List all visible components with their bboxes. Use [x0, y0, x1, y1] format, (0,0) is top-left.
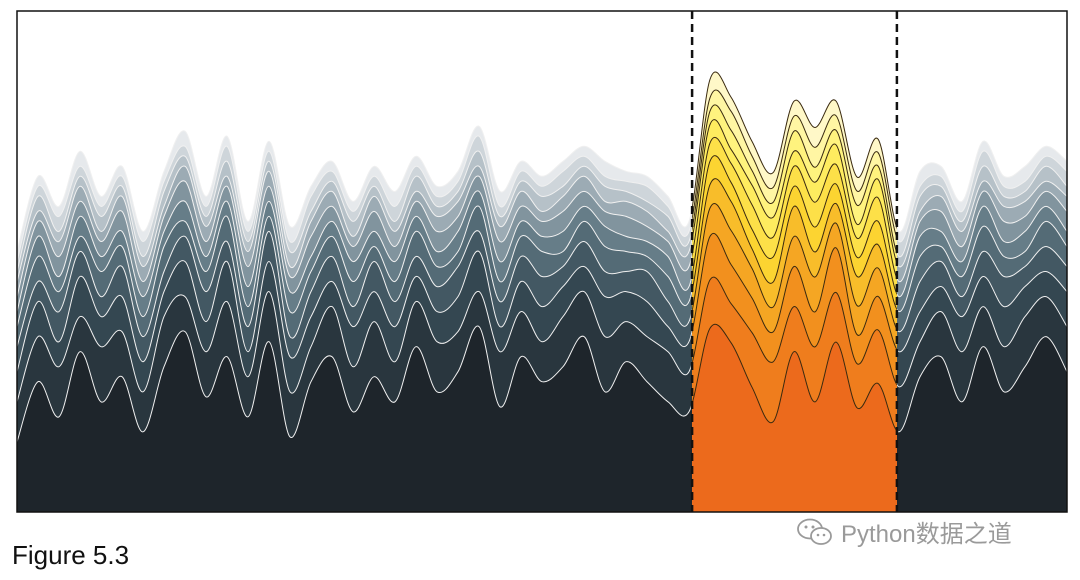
- chart-svg: [16, 10, 1068, 513]
- figure-caption: Figure 5.3: [12, 540, 130, 570]
- watermark: Python数据之道: [795, 514, 1012, 549]
- watermark-text: Python数据之道: [841, 521, 1012, 548]
- stream-layers-outside: [17, 71, 1067, 512]
- stream-layers-highlight: [692, 71, 897, 512]
- highlight-layer-1: [692, 323, 897, 512]
- plot-frame: [16, 10, 1068, 513]
- wechat-icon: [797, 518, 832, 545]
- highlight-borders: [690, 11, 899, 512]
